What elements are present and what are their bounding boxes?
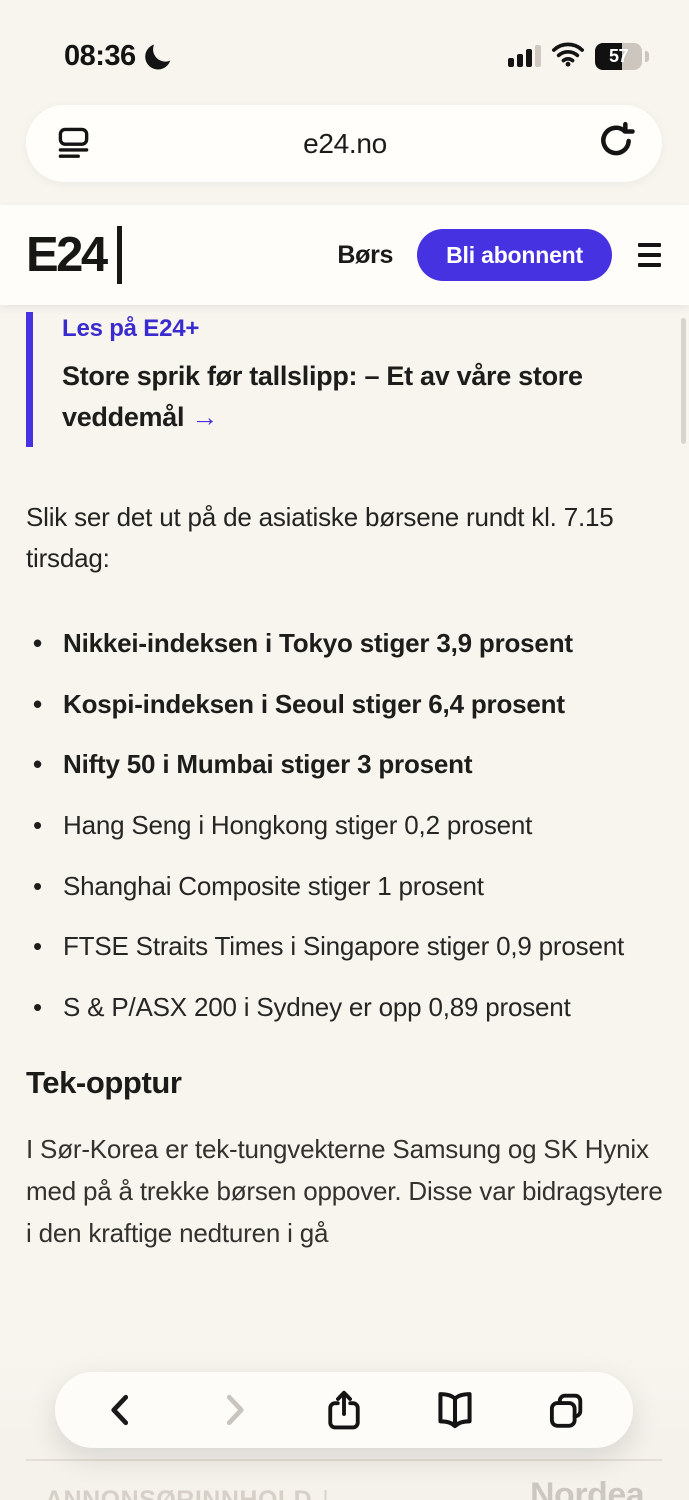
promo-kicker[interactable]: Les på E24+ [62, 315, 200, 342]
status-icons: 57 [508, 41, 649, 72]
list-item: Nifty 50 i Mumbai stiger 3 prosent [26, 744, 663, 786]
nav-link-bors[interactable]: Børs [337, 240, 394, 269]
list-item: S & P/ASX 200 i Sydney er opp 0,89 prose… [26, 987, 663, 1029]
page-format-icon[interactable] [52, 120, 94, 167]
list-item: Kospi-indeksen i Seoul stiger 6,4 prosen… [26, 684, 663, 726]
logo-cursor-bar [116, 226, 122, 284]
e24-logo[interactable]: E24 [26, 226, 122, 284]
list-item: Hang Seng i Hongkong stiger 0,2 prosent [26, 805, 663, 847]
site-header: E24 Børs Bli abonnent [0, 205, 689, 305]
arrow-right-icon: → [191, 401, 219, 432]
list-item: FTSE Straits Times i Singapore stiger 0,… [26, 926, 663, 968]
scrollbar[interactable] [681, 318, 686, 444]
address-field[interactable]: e24.no [303, 127, 387, 159]
market-list: Nikkei-indeksen i Tokyo stiger 3,9 prose… [26, 623, 663, 1028]
list-item: Shanghai Composite stiger 1 prosent [26, 866, 663, 908]
promo-teaser[interactable]: Les på E24+ Store sprik før tallslipp: –… [26, 312, 663, 447]
moon-icon [142, 40, 174, 72]
ad-label: ANNONSØRINNHOLD | [45, 1486, 330, 1500]
hamburger-menu-icon[interactable] [636, 239, 663, 271]
bookmarks-icon[interactable] [432, 1387, 478, 1433]
tabs-icon[interactable] [543, 1387, 589, 1433]
wifi-icon [551, 41, 585, 72]
reload-icon[interactable] [596, 121, 636, 166]
intro-paragraph: Slik ser det ut på de asiatiske børsene … [26, 502, 614, 574]
battery-percent: 57 [608, 45, 629, 66]
nordea-logo: Nordea [530, 1476, 645, 1500]
url-bar[interactable]: e24.no [26, 105, 662, 182]
back-button[interactable] [99, 1387, 145, 1433]
clock: 08:36 [64, 39, 136, 72]
browser-toolbar [55, 1372, 633, 1448]
battery-indicator: 57 [595, 42, 642, 70]
subscribe-button[interactable]: Bli abonnent [417, 229, 612, 281]
ad-divider [26, 1459, 662, 1461]
list-item: Nikkei-indeksen i Tokyo stiger 3,9 prose… [26, 623, 663, 665]
section-heading: Tek-opptur [26, 1065, 182, 1101]
cellular-signal-icon [508, 45, 541, 67]
forward-button[interactable] [210, 1387, 256, 1433]
status-bar: 08:36 57 [0, 30, 689, 82]
promo-title[interactable]: Store sprik før tallslipp: – Et av våre … [62, 361, 583, 432]
battery-nub [645, 50, 649, 62]
article-body: Les på E24+ Store sprik før tallslipp: –… [0, 305, 689, 1500]
body-paragraph: I Sør-Korea er tek-tungvekterne Samsung … [26, 1134, 663, 1248]
share-icon[interactable] [321, 1387, 367, 1433]
